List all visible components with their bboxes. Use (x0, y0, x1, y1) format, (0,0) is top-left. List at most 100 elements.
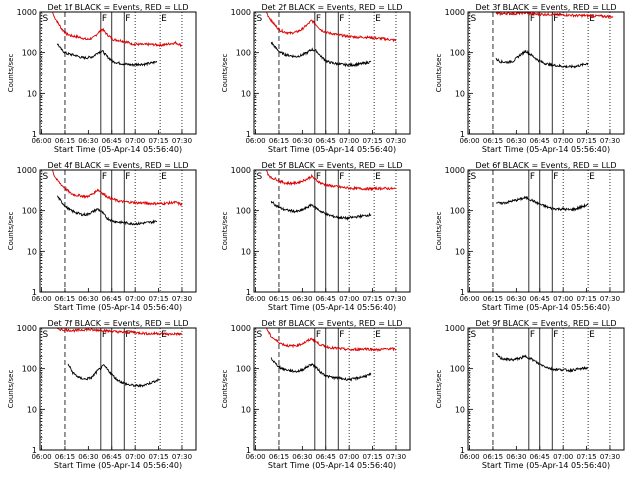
y-tick-label: 100 (22, 49, 37, 58)
events-series-line (270, 200, 372, 221)
marker-label: F (530, 172, 535, 182)
y-tick-label: 1 (32, 130, 37, 139)
y-tick-label: 10 (455, 247, 465, 256)
x-tick-label: 07:00 (339, 453, 359, 461)
chart-title: Det 7f BLACK = Events, RED = LLD (47, 319, 188, 328)
marker-label: E (161, 14, 167, 24)
events-series-line (496, 195, 589, 212)
y-axis-label: Counts/sec (7, 54, 15, 93)
y-tick-label: 1 (460, 130, 465, 139)
chart-title: Det 3f BLACK = Events, RED = LLD (475, 3, 616, 12)
plot-frame (39, 169, 197, 293)
marker-label: S (43, 330, 49, 340)
x-tick-label: 06:30 (292, 453, 312, 461)
x-tick-label: 06:45 (316, 295, 336, 303)
marker-label: F (339, 14, 344, 24)
x-tick-label: 06:15 (55, 453, 75, 461)
marker-label: F (553, 172, 558, 182)
chart-title: Det 1f BLACK = Events, RED = LLD (47, 3, 188, 12)
y-axis-label: Counts/sec (435, 54, 443, 93)
x-tick-label: 06:30 (506, 295, 526, 303)
plot-frame (39, 327, 197, 451)
x-tick-label: 06:15 (269, 137, 289, 145)
x-tick-label: 06:15 (269, 453, 289, 461)
x-tick-label: 06:45 (102, 453, 122, 461)
y-tick-label: 100 (236, 207, 251, 216)
x-tick-label: 06:15 (483, 295, 503, 303)
x-tick-label: 06:30 (292, 137, 312, 145)
events-series-line (57, 195, 158, 226)
y-tick-label: 10 (27, 89, 37, 98)
chart-panel: Det 9f BLACK = Events, RED = LLD S F F E 1 10 1… (435, 319, 625, 470)
y-axis-label: Counts/sec (221, 54, 229, 93)
marker-label: F (316, 330, 321, 340)
lld-series-line (255, 170, 397, 192)
x-tick-label: 06:00 (245, 295, 265, 303)
chart-title: Det 8f BLACK = Events, RED = LLD (261, 319, 402, 328)
marker-label: S (257, 172, 263, 182)
x-tick-label: 06:45 (316, 137, 336, 145)
y-tick-label: 1000 (17, 8, 37, 17)
x-tick-label: 07:00 (125, 295, 145, 303)
y-tick-label: 1000 (445, 8, 465, 17)
marker-label: F (530, 330, 535, 340)
y-axis-label: Counts/sec (435, 370, 443, 409)
y-tick-label: 100 (22, 365, 37, 374)
y-tick-label: 1 (460, 288, 465, 297)
y-tick-label: 1 (32, 446, 37, 455)
x-tick-label: 07:00 (125, 137, 145, 145)
y-tick-label: 1 (460, 446, 465, 455)
x-tick-label: 07:30 (172, 453, 192, 461)
marker-label: E (375, 172, 381, 182)
x-tick-label: 07:30 (386, 453, 406, 461)
lld-series-line (255, 12, 397, 43)
y-tick-label: 100 (450, 365, 465, 374)
chart-title: Det 6f BLACK = Events, RED = LLD (475, 161, 616, 170)
marker-label: E (161, 172, 167, 182)
x-axis-label: Start Time (05-Apr-14 05:56:40) (54, 303, 182, 312)
y-tick-label: 1000 (231, 324, 251, 333)
chart-panel: Det 8f BLACK = Events, RED = LLD S F F E 1 10 1… (221, 319, 411, 470)
y-tick-label: 100 (22, 207, 37, 216)
x-tick-label: 07:30 (172, 295, 192, 303)
marker-label: F (102, 172, 107, 182)
y-tick-label: 100 (450, 49, 465, 58)
x-axis-label: Start Time (05-Apr-14 05:56:40) (268, 461, 396, 470)
x-tick-label: 07:00 (125, 453, 145, 461)
x-tick-label: 06:45 (102, 137, 122, 145)
plot-frame (39, 11, 197, 135)
marker-label: S (257, 14, 263, 24)
marker-label: E (589, 330, 595, 340)
events-series-line (56, 43, 158, 68)
x-tick-label: 07:15 (362, 453, 382, 461)
x-tick-label: 07:30 (600, 453, 620, 461)
chart-title: Det 4f BLACK = Events, RED = LLD (47, 161, 188, 170)
x-tick-label: 06:00 (459, 453, 479, 461)
y-tick-label: 1000 (445, 324, 465, 333)
x-tick-label: 06:00 (31, 453, 51, 461)
x-tick-label: 06:45 (530, 137, 550, 145)
events-series-line (495, 352, 589, 373)
x-axis-label: Start Time (05-Apr-14 05:56:40) (268, 145, 396, 154)
x-tick-label: 06:45 (530, 453, 550, 461)
marker-label: F (125, 14, 130, 24)
y-tick-label: 10 (455, 405, 465, 414)
chart-panel: Det 6f BLACK = Events, RED = LLD S F F E 1 10 1… (435, 161, 625, 312)
plot-frame (253, 169, 411, 293)
x-axis-label: Start Time (05-Apr-14 05:56:40) (54, 145, 182, 154)
marker-label: F (316, 14, 321, 24)
x-tick-label: 07:00 (339, 295, 359, 303)
x-tick-label: 06:00 (31, 137, 51, 145)
lld-series-line (255, 328, 397, 352)
x-tick-label: 06:15 (55, 295, 75, 303)
chart-panel: Det 2f BLACK = Events, RED = LLD S F F E 1 10 1… (221, 3, 411, 154)
x-tick-label: 07:15 (576, 453, 596, 461)
x-tick-label: 07:15 (576, 295, 596, 303)
x-tick-label: 07:30 (386, 137, 406, 145)
marker-label: F (316, 172, 321, 182)
x-tick-label: 06:15 (483, 137, 503, 145)
y-tick-label: 1000 (231, 166, 251, 175)
lld-series-line (56, 328, 183, 337)
x-tick-label: 07:30 (600, 137, 620, 145)
x-tick-label: 06:00 (245, 453, 265, 461)
